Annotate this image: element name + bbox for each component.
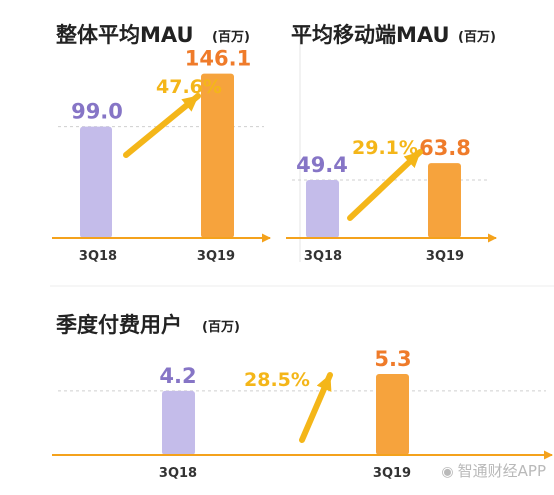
chart-2-unit: (百万) (458, 30, 496, 45)
chart-3-unit: (百万) (202, 320, 240, 335)
chart-2-value-label-3q19: 63.8 (419, 136, 471, 160)
chart-1-growth-label: 47.6% (156, 76, 222, 98)
chart-1-tick-label-3q19: 3Q19 (197, 249, 235, 264)
chart-2-value-label-3q18: 49.4 (296, 153, 348, 177)
chart-2-bar-3q19 (428, 163, 461, 238)
chart-3-tick-label-3q18: 3Q18 (159, 466, 197, 481)
chart-1-unit: (百万) (212, 30, 250, 45)
chart-1-bar-3q19 (201, 73, 234, 238)
watermark: ◉ 智通财经APP (441, 460, 546, 481)
chart-1-title: 整体平均MAU (56, 23, 194, 47)
chart-2-growth-arrow (347, 149, 423, 221)
camera-icon: ◉ (441, 464, 454, 480)
chart-2-growth-label: 29.1% (352, 137, 418, 159)
chart-3-bar-3q19 (376, 374, 409, 455)
chart-1-value-label-3q18: 99.0 (71, 100, 123, 124)
chart-3-title: 季度付费用户 (56, 313, 182, 337)
chart-2-tick-label-3q19: 3Q19 (426, 249, 464, 264)
chart-3-growth-arrow (299, 372, 333, 443)
chart-3-value-label-3q19: 5.3 (374, 347, 411, 371)
chart-1-growth-arrow (123, 93, 201, 158)
chart-3-value-label-3q18: 4.2 (159, 364, 196, 388)
chart-1-value-label-3q19: 146.1 (185, 47, 251, 71)
chart-3-growth-label: 28.5% (244, 369, 310, 391)
chart-3-tick-label-3q19: 3Q19 (373, 466, 411, 481)
chart-3-bar-3q18 (162, 390, 195, 455)
chart-2-title: 平均移动端MAU (291, 23, 450, 47)
chart-1-bar-3q18 (80, 126, 112, 238)
watermark-text: 智通财经APP (457, 462, 546, 480)
chart-1-tick-label-3q18: 3Q18 (79, 249, 117, 264)
chart-2-bar-3q18 (306, 180, 339, 238)
chart-2-tick-label-3q18: 3Q18 (304, 249, 342, 264)
